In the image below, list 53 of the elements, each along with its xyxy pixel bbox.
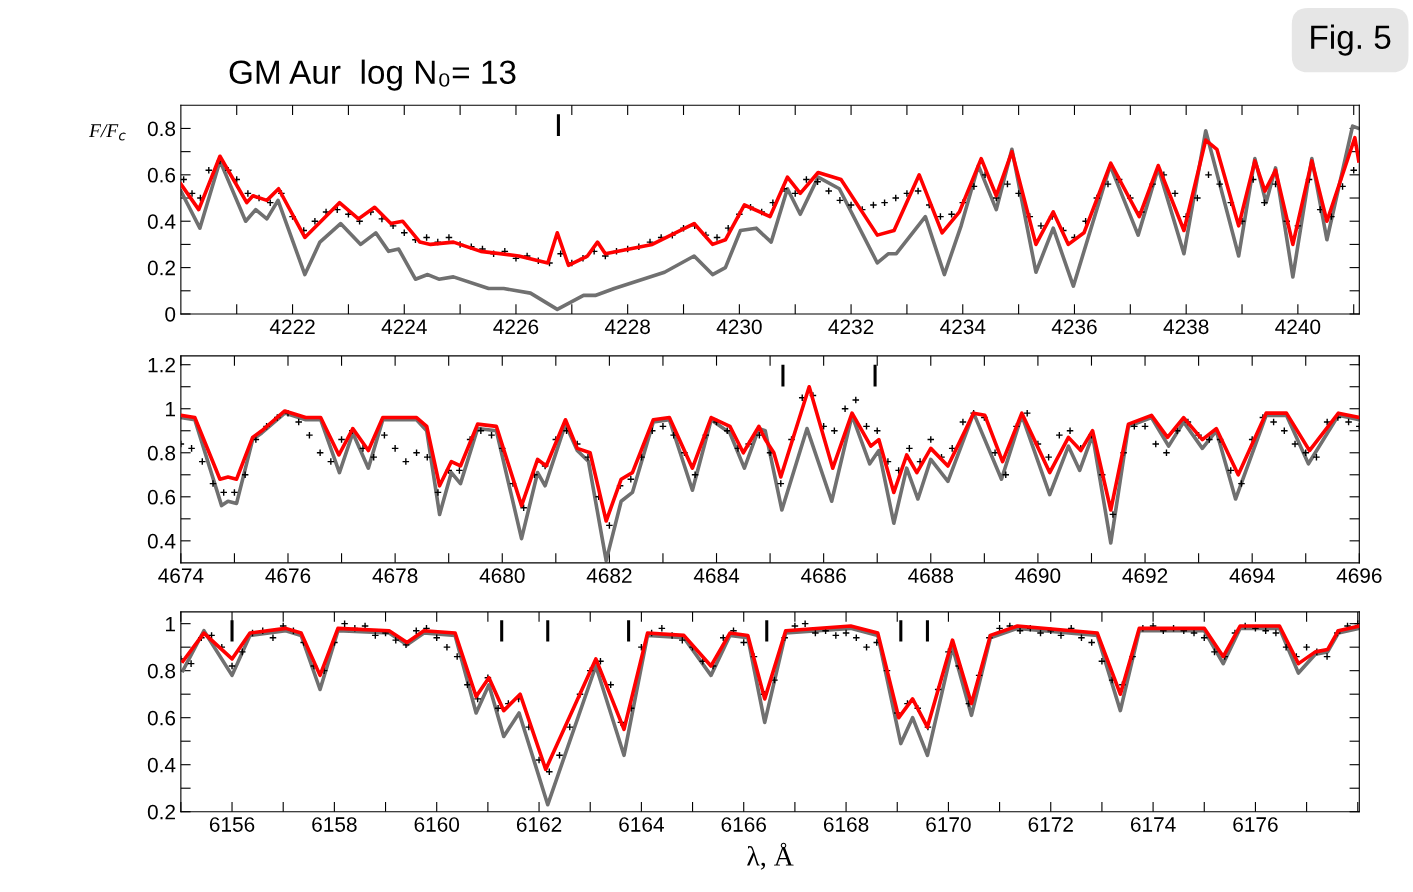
x-tick-label: 6168: [823, 817, 869, 832]
x-tick-label: 4694: [1229, 568, 1275, 584]
x-tick-label: 4684: [693, 568, 740, 584]
y-tick-label: 0.8: [147, 663, 176, 679]
x-tick-label: 6176: [1233, 817, 1278, 832]
x-tick-label: 4678: [372, 568, 418, 584]
x-tick-label: 4226: [493, 319, 539, 335]
x-tick-label: 6166: [721, 817, 766, 832]
y-tick-label: 0.4: [147, 757, 176, 773]
y-tick-label: 1.2: [148, 357, 175, 373]
x-tick-label: 4228: [604, 319, 650, 335]
y-tick-label: 0.6: [147, 167, 176, 183]
x-tick-label: 4682: [586, 568, 632, 584]
y-tick-label: 0.2: [147, 260, 175, 276]
y-tick-label: 0.8: [147, 121, 176, 137]
x-tick-label: 6174: [1130, 817, 1176, 832]
x-tick-label: 6156: [209, 817, 255, 832]
x-tick-label: 4224: [381, 319, 427, 334]
y-tick-label: 0.8: [147, 445, 176, 461]
y-tick-label: 0.2: [147, 804, 175, 820]
x-tick-label: 6162: [516, 817, 562, 832]
x-tick-label: 4688: [908, 568, 954, 584]
x-tick-label: 4232: [828, 319, 874, 335]
x-tick-label: 4686: [800, 568, 846, 584]
x-axis-title: λ, Å: [747, 842, 794, 870]
x-tick-label: 4234: [940, 319, 986, 335]
x-tick-label: 6172: [1028, 817, 1073, 832]
x-tick-label: 4676: [265, 568, 311, 584]
y-tick-label: 0: [165, 306, 176, 322]
x-tick-label: 4238: [1163, 319, 1209, 335]
y-tick-label: 0.6: [147, 489, 176, 505]
x-tick-label: 4680: [479, 568, 525, 584]
x-tick-label: 4696: [1336, 568, 1382, 584]
y-tick-label: 0.6: [147, 710, 176, 726]
x-tick-label: 6170: [926, 817, 971, 832]
chart-title: GM Aur log N₀= 13: [229, 59, 516, 91]
y-tick-label: 1: [166, 616, 175, 632]
x-tick-label: 6158: [312, 817, 357, 832]
x-tick-label: 4222: [269, 319, 315, 334]
y-tick-label: 1: [166, 401, 175, 417]
line-series: [180, 135, 1360, 268]
x-tick-label: 4240: [1275, 319, 1321, 335]
caption: Fig. 5: [1311, 24, 1391, 56]
x-tick-label: 4674: [158, 568, 204, 584]
y-axis-title: F/F$_{c}$: [88, 124, 126, 141]
x-tick-label: 4690: [1015, 568, 1061, 584]
x-tick-label: 4236: [1051, 319, 1097, 335]
x-tick-label: 4692: [1122, 568, 1168, 584]
y-tick-label: 0.4: [147, 214, 176, 229]
x-tick-label: 6164: [619, 817, 664, 832]
x-tick-label: 4230: [716, 319, 762, 335]
y-tick-label: 0.4: [147, 533, 176, 549]
x-tick-label: 6160: [414, 817, 460, 832]
